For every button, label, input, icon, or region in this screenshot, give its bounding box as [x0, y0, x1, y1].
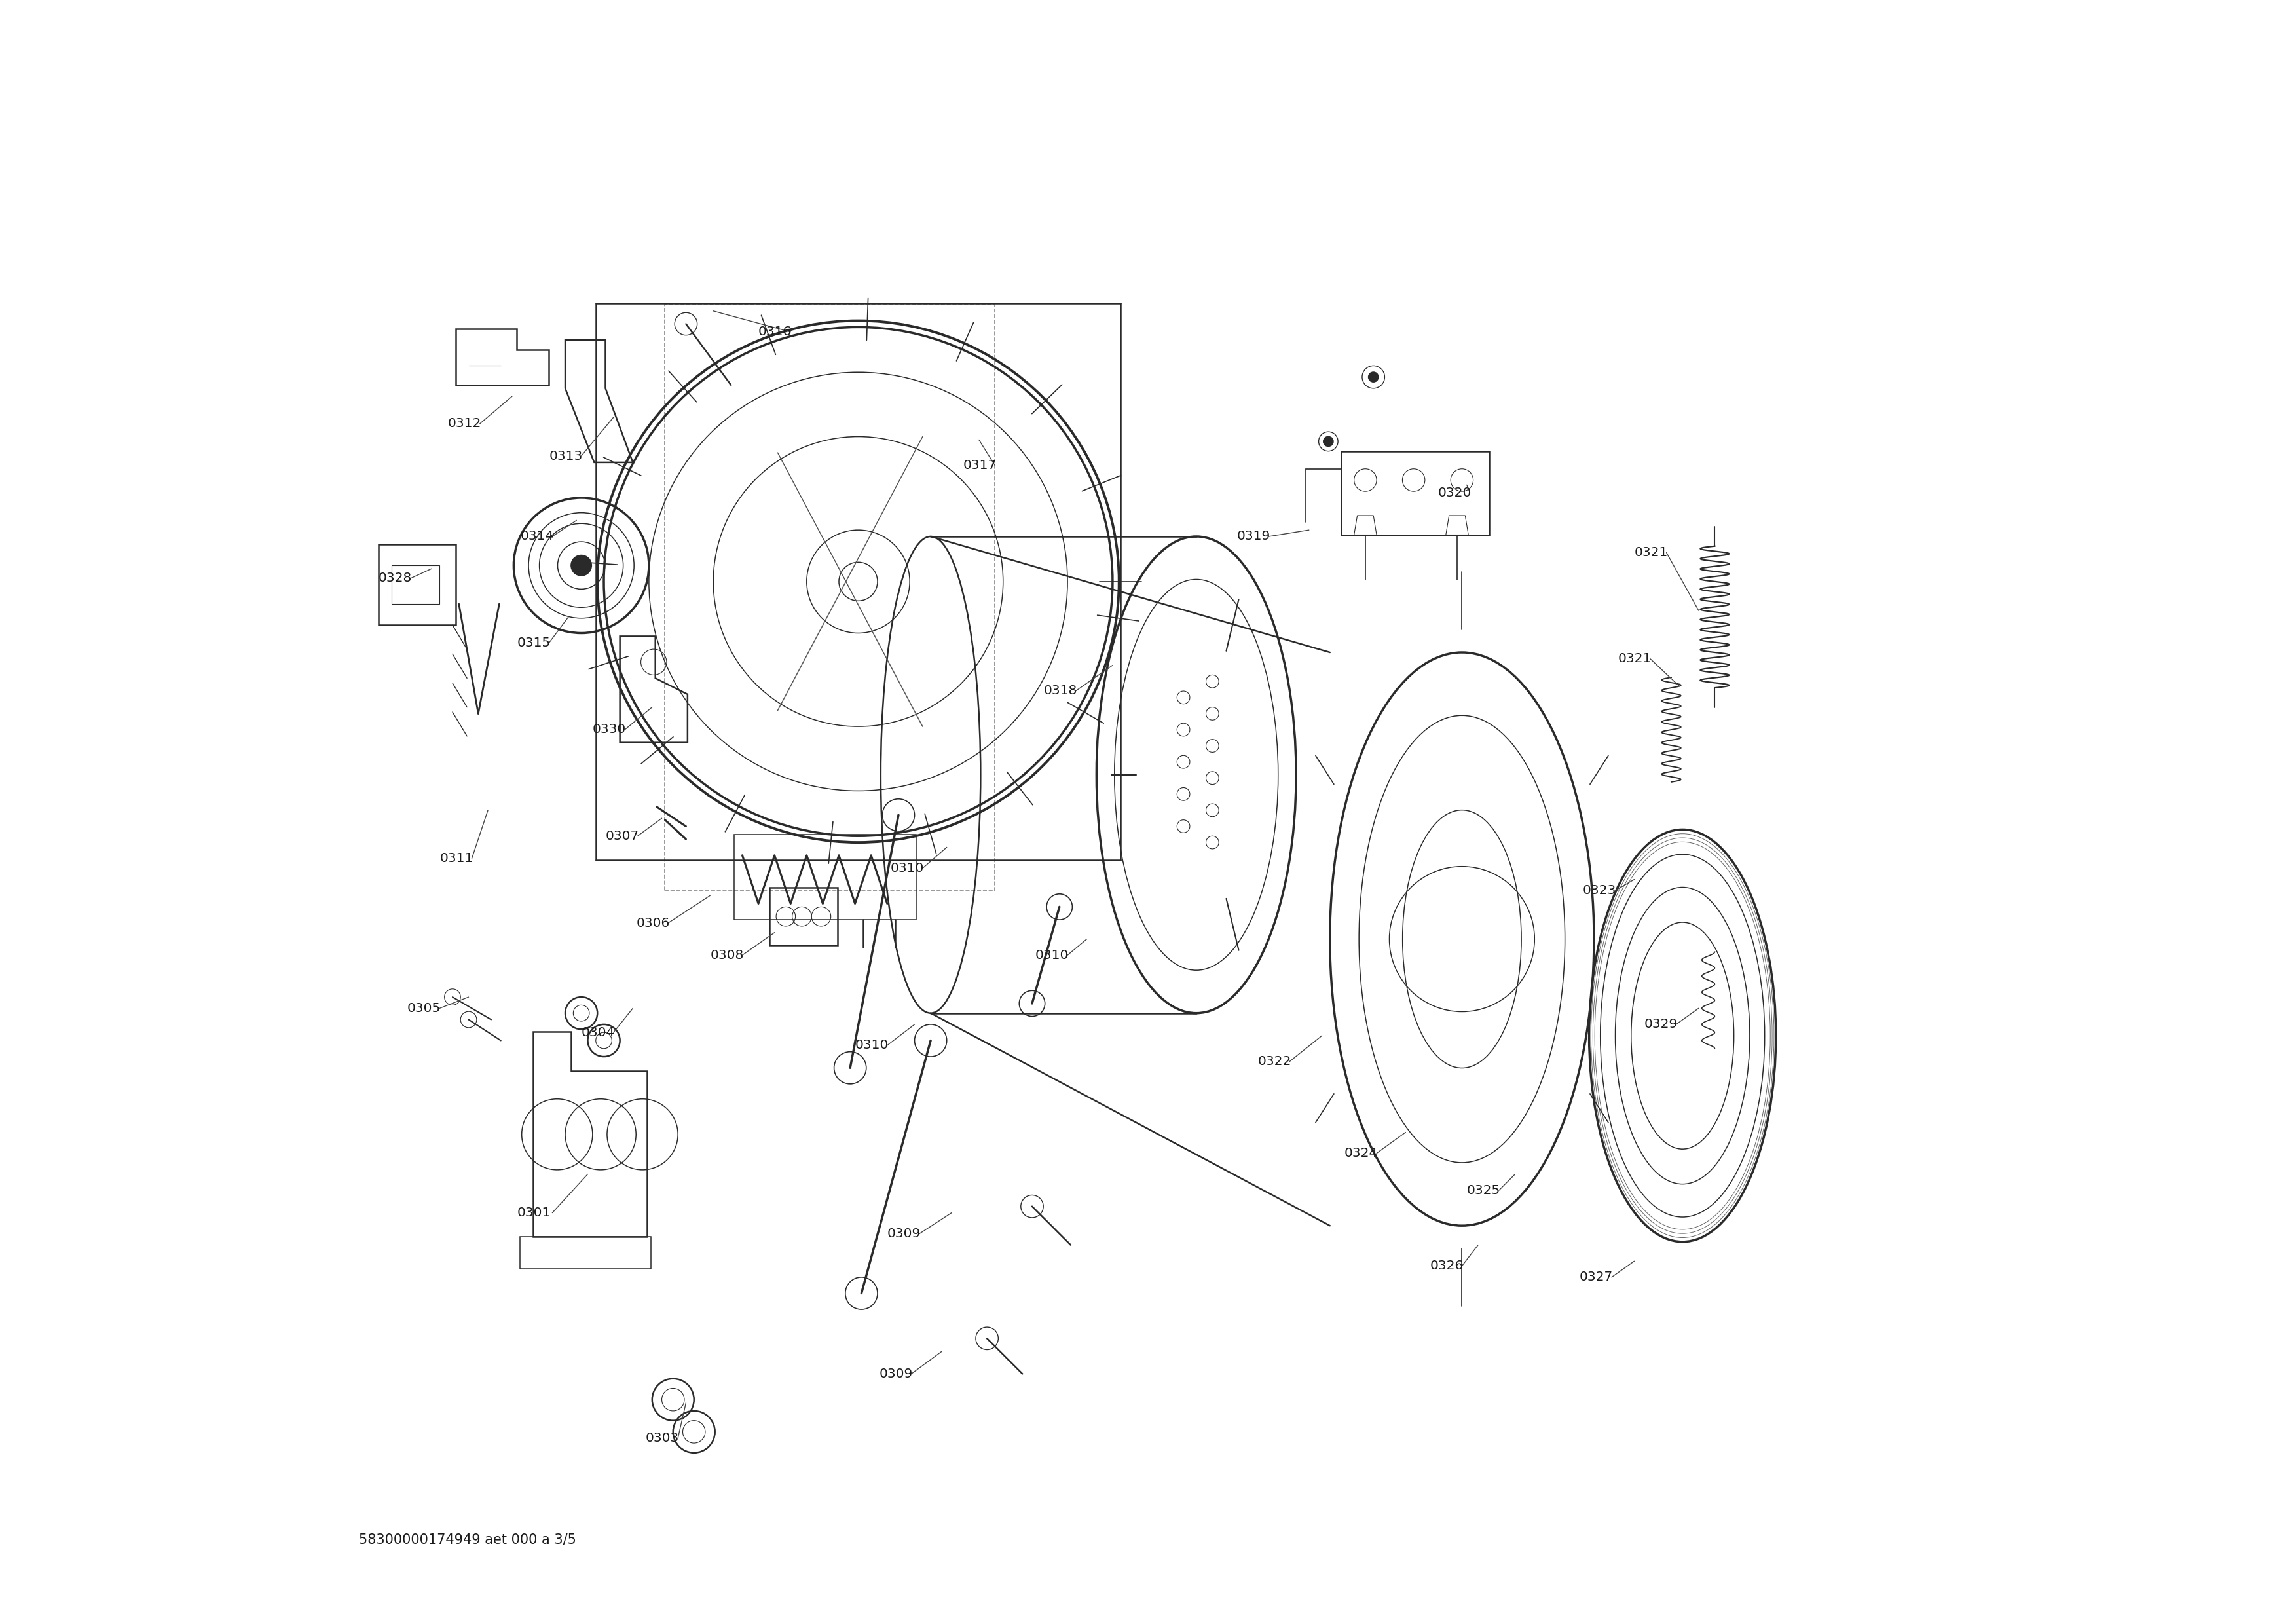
Text: 0315: 0315	[517, 636, 551, 649]
Text: 0303: 0303	[645, 1432, 680, 1445]
Text: 0301: 0301	[517, 1207, 551, 1219]
Text: 0310: 0310	[1035, 949, 1070, 962]
Text: 0317: 0317	[962, 460, 996, 471]
Text: 0310: 0310	[891, 862, 923, 875]
Circle shape	[833, 1052, 866, 1085]
Circle shape	[445, 989, 461, 1006]
Text: 0320: 0320	[1437, 487, 1472, 499]
Circle shape	[1368, 373, 1378, 383]
Text: 0325: 0325	[1467, 1185, 1499, 1196]
Text: 0309: 0309	[886, 1228, 921, 1240]
Circle shape	[461, 1012, 478, 1028]
Text: 0324: 0324	[1345, 1148, 1378, 1159]
Text: 58300000174949 aet 000 a 3/5: 58300000174949 aet 000 a 3/5	[358, 1533, 576, 1546]
Text: 0319: 0319	[1238, 531, 1270, 542]
Text: 0321: 0321	[1619, 652, 1651, 665]
Circle shape	[675, 313, 698, 336]
Circle shape	[1047, 894, 1072, 920]
Circle shape	[1019, 991, 1045, 1017]
Text: 0312: 0312	[448, 418, 482, 429]
Text: 0318: 0318	[1042, 684, 1077, 697]
Text: 0314: 0314	[521, 531, 553, 542]
Text: 0329: 0329	[1644, 1018, 1678, 1031]
Text: 0309: 0309	[879, 1367, 914, 1380]
Text: 0326: 0326	[1430, 1261, 1463, 1272]
Circle shape	[572, 555, 592, 576]
Text: 0313: 0313	[549, 450, 583, 462]
Text: 0307: 0307	[606, 830, 638, 843]
Text: 0328: 0328	[379, 571, 411, 584]
Text: 0330: 0330	[592, 723, 627, 736]
Text: 0323: 0323	[1582, 884, 1616, 897]
Text: 0304: 0304	[581, 1027, 615, 1039]
Text: 0306: 0306	[636, 917, 670, 930]
Text: 0305: 0305	[406, 1002, 441, 1015]
Circle shape	[882, 799, 914, 831]
Circle shape	[1022, 1194, 1042, 1217]
Circle shape	[1322, 437, 1334, 447]
Text: 0327: 0327	[1580, 1270, 1614, 1283]
Text: 0322: 0322	[1258, 1056, 1290, 1067]
Text: 0321: 0321	[1635, 547, 1667, 558]
Circle shape	[914, 1025, 946, 1057]
Circle shape	[845, 1277, 877, 1309]
Text: 0308: 0308	[709, 949, 744, 962]
Text: 0316: 0316	[758, 326, 792, 339]
Circle shape	[976, 1327, 999, 1349]
Text: 0311: 0311	[439, 852, 473, 865]
Text: 0310: 0310	[854, 1039, 889, 1052]
